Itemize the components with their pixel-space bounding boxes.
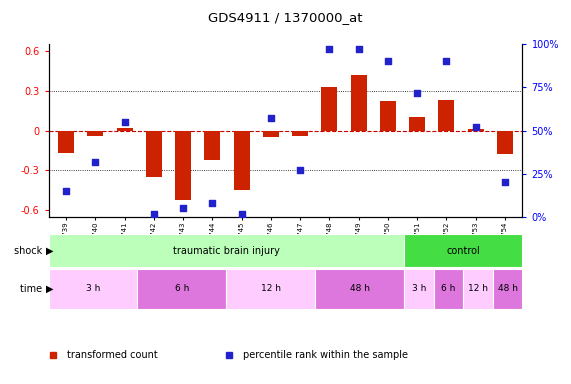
Bar (463, 269, 493, 309)
Point (442, 58, 451, 65)
Bar (87, 131, 103, 136)
Bar (404, 269, 433, 309)
Text: shock: shock (14, 245, 46, 256)
Bar (146, 131, 162, 177)
Bar (409, 117, 425, 131)
Text: 3 h: 3 h (86, 285, 100, 293)
Point (296, 167, 305, 174)
Text: time: time (21, 284, 46, 294)
Point (383, 58, 392, 65)
Point (500, 179, 509, 185)
Text: traumatic brain injury: traumatic brain injury (173, 245, 280, 256)
Bar (226, 269, 315, 309)
Text: 12 h: 12 h (468, 285, 488, 293)
Point (62, 188, 71, 194)
Bar (404, 234, 522, 267)
Bar (204, 131, 220, 160)
Point (325, 46, 334, 52)
Text: ▶: ▶ (46, 284, 53, 294)
Bar (138, 269, 226, 309)
Bar (468, 129, 484, 131)
Point (149, 210, 158, 217)
Point (237, 210, 246, 217)
Text: 6 h: 6 h (175, 285, 189, 293)
Point (354, 46, 363, 52)
Text: transformed count: transformed count (67, 350, 158, 360)
Text: percentile rank within the sample: percentile rank within the sample (243, 350, 408, 360)
Point (471, 124, 480, 130)
Bar (49, 234, 404, 267)
Bar (439, 100, 455, 131)
Point (179, 205, 188, 212)
Text: 12 h: 12 h (261, 285, 281, 293)
Point (266, 115, 275, 121)
Bar (49, 269, 138, 309)
Bar (58, 131, 74, 153)
Text: 3 h: 3 h (412, 285, 426, 293)
Bar (321, 87, 337, 131)
Bar (433, 269, 463, 309)
Bar (263, 131, 279, 137)
Bar (292, 131, 308, 136)
Point (91, 159, 100, 165)
Bar (315, 269, 404, 309)
Bar (493, 269, 522, 309)
Point (120, 119, 129, 125)
Point (208, 200, 217, 206)
Point (413, 89, 422, 96)
Text: control: control (447, 245, 480, 256)
Bar (175, 131, 191, 200)
Text: 48 h: 48 h (349, 285, 369, 293)
Bar (351, 75, 367, 131)
Text: GDS4911 / 1370000_at: GDS4911 / 1370000_at (208, 12, 363, 25)
Text: 48 h: 48 h (498, 285, 518, 293)
Bar (380, 101, 396, 131)
Bar (497, 131, 513, 154)
Text: 6 h: 6 h (441, 285, 456, 293)
Bar (234, 131, 250, 190)
Text: ▶: ▶ (46, 245, 53, 256)
Bar (116, 128, 132, 131)
